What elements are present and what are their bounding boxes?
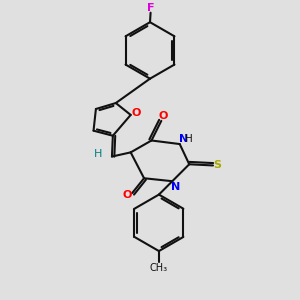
Text: F: F <box>147 3 154 13</box>
Text: O: O <box>131 108 141 118</box>
Text: H: H <box>94 149 102 159</box>
Text: O: O <box>158 110 167 121</box>
Text: N: N <box>171 182 180 192</box>
Text: N: N <box>179 134 188 144</box>
Text: O: O <box>122 190 131 200</box>
Text: S: S <box>214 160 221 170</box>
Text: CH₃: CH₃ <box>150 263 168 273</box>
Text: H: H <box>185 134 193 144</box>
